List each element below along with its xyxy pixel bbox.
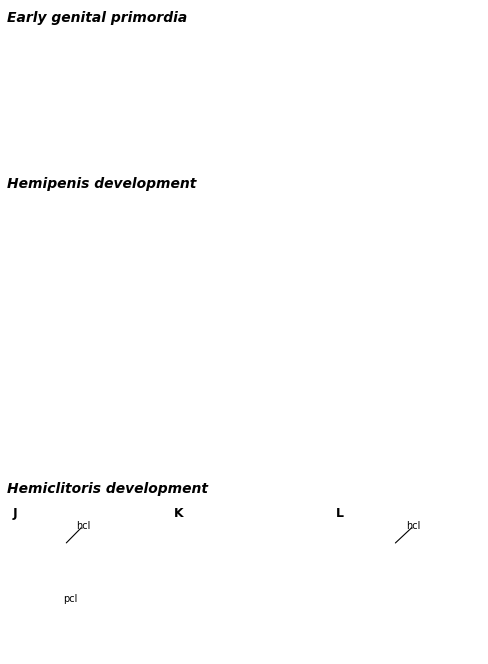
Text: lp: lp (86, 229, 95, 239)
Text: J: J (13, 507, 17, 520)
Text: B: B (174, 35, 183, 48)
Text: ss: ss (200, 419, 210, 429)
Text: hl: hl (205, 82, 214, 92)
Text: acl: acl (422, 76, 435, 86)
Text: D: D (13, 201, 23, 214)
Text: ss: ss (43, 428, 54, 438)
Text: E: E (174, 201, 182, 214)
Text: hl: hl (372, 118, 382, 127)
Text: Hemiclitoris development: Hemiclitoris development (7, 482, 208, 497)
Text: A: A (13, 35, 22, 48)
Text: hcl: hcl (76, 521, 90, 531)
Text: C: C (335, 35, 344, 48)
Text: H: H (174, 341, 184, 354)
Text: F: F (335, 201, 343, 214)
Text: I: I (335, 341, 339, 354)
Text: gp: gp (375, 55, 388, 65)
Text: gs: gs (93, 76, 104, 86)
Text: gp: gp (257, 114, 269, 124)
Text: pcl: pcl (63, 594, 78, 604)
Text: L: L (335, 507, 343, 520)
Text: Hemipenis development: Hemipenis development (7, 177, 196, 191)
Text: K: K (174, 507, 183, 520)
Text: Early genital primordia: Early genital primordia (7, 11, 187, 25)
Text: hcl: hcl (406, 521, 420, 531)
Text: G: G (13, 341, 23, 354)
Text: hl: hl (44, 100, 53, 110)
Text: ad: ad (418, 357, 430, 368)
